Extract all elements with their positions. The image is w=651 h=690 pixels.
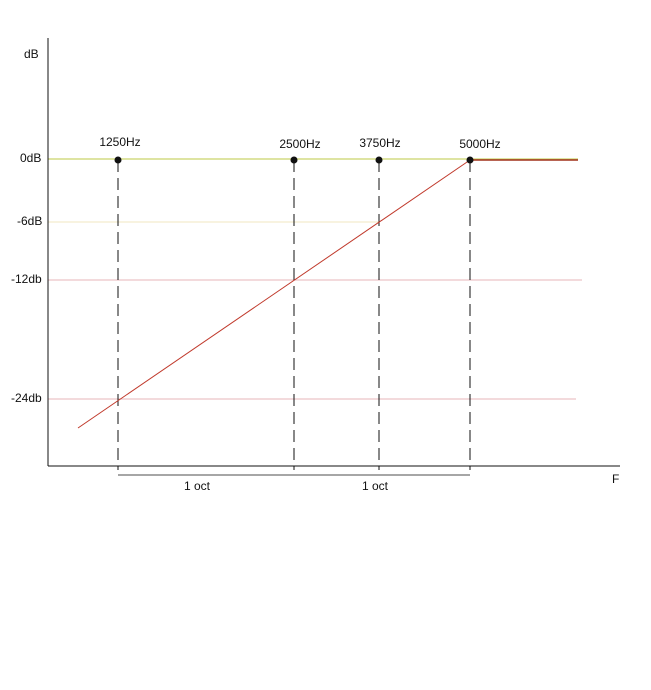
point [114, 156, 122, 164]
point [290, 156, 298, 164]
slope-line [77, 159, 471, 429]
span-label: 1 oct [184, 479, 211, 493]
level-label: -12db [11, 272, 42, 286]
x-axis-label: F [612, 472, 619, 486]
frequency-label: 1250Hz [99, 135, 140, 149]
point [375, 156, 383, 164]
level-label: -24db [11, 391, 42, 405]
frequency-label: 3750Hz [359, 136, 400, 150]
span-label: 1 oct [362, 479, 389, 493]
point [466, 156, 474, 164]
level-label: 0dB [20, 151, 41, 165]
level-label: -6dB [17, 214, 42, 228]
y-axis-label: dB [24, 47, 39, 61]
frequency-label: 2500Hz [279, 137, 320, 151]
frequency-label: 5000Hz [459, 137, 500, 151]
